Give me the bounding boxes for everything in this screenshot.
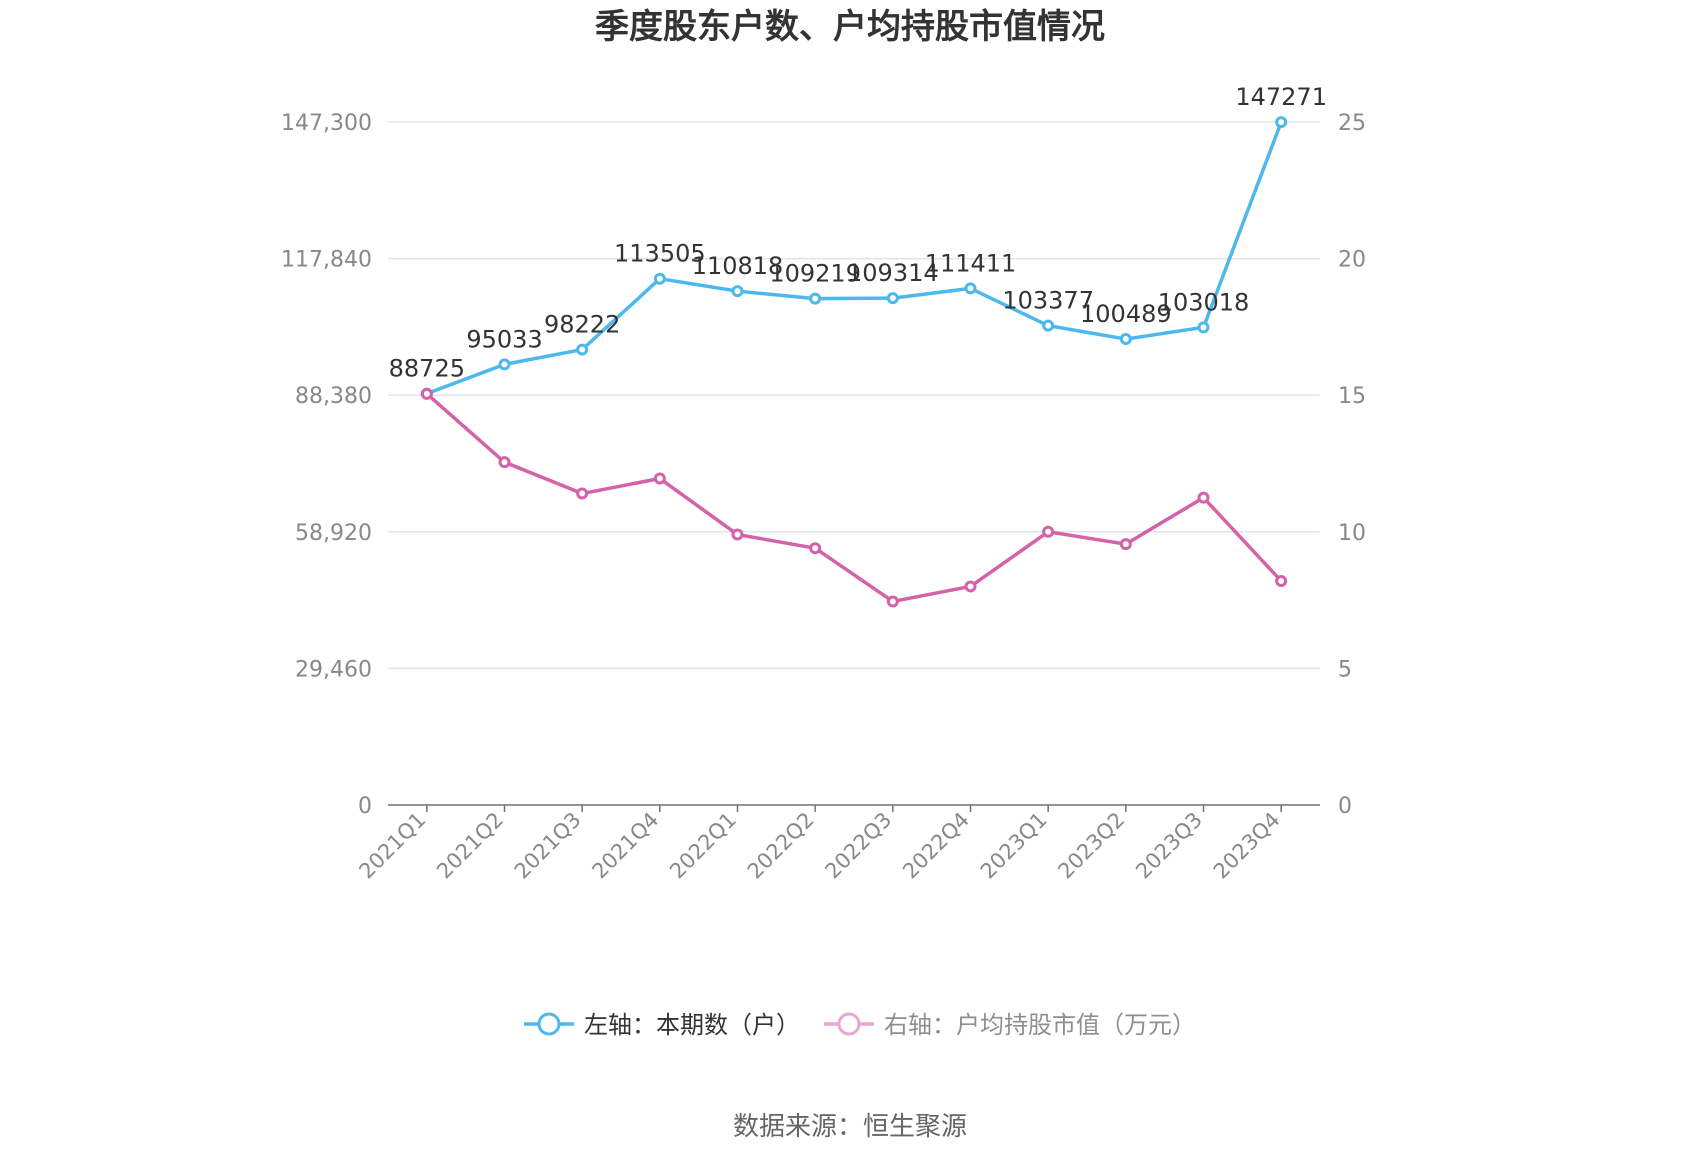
legend-label: 左轴：本期数（户） (584, 1011, 800, 1039)
legend-label: 右轴：户均持股市值（万元） (884, 1011, 1196, 1039)
series-2-point (731, 528, 744, 541)
series-1-point (1197, 321, 1210, 334)
grid (388, 121, 1320, 670)
x-tick-label: 2022Q2 (743, 808, 819, 884)
y-left-tick-label: 117,840 (281, 248, 372, 273)
series-2-point (809, 542, 822, 555)
x-tick-label: 2021Q3 (510, 808, 586, 884)
y-left-tick-label: 58,920 (295, 521, 372, 546)
chart-title: 季度股东户数、户均持股市值情况 (595, 7, 1105, 47)
data-label: 109219 (769, 260, 861, 288)
y-left-tick-label: 29,460 (295, 657, 372, 682)
series-1-point (731, 285, 744, 298)
data-labels: 8872595033982221135051108181092191093141… (389, 83, 1327, 382)
data-label: 113505 (614, 240, 706, 268)
series-1-point (653, 272, 666, 285)
series-1-point (498, 358, 511, 371)
data-label: 95033 (466, 325, 542, 353)
x-tick-label: 2021Q4 (587, 808, 663, 884)
series-line-2 (425, 392, 1283, 604)
source-note: 数据来源：恒生聚源 (733, 1112, 967, 1142)
y-axis-right: 0 5 10 15 20 25 (1338, 111, 1366, 819)
data-label: 110818 (692, 252, 784, 280)
y-right-tick-label: 0 (1338, 794, 1352, 819)
series-2-point (653, 472, 666, 485)
data-label: 98222 (544, 311, 620, 339)
series-2-point (1275, 574, 1288, 587)
x-tick-label: 2022Q1 (665, 808, 741, 884)
series-2-point (1042, 525, 1055, 538)
series-line-1 (426, 121, 1283, 396)
series-1-point (886, 292, 899, 305)
y-right-tick-label: 25 (1338, 111, 1366, 136)
y-right-tick-label: 5 (1338, 657, 1352, 682)
data-label: 103018 (1158, 288, 1250, 316)
y-left-tick-label: 0 (358, 794, 372, 819)
series-2-point (420, 387, 433, 400)
series-2-point (576, 487, 589, 500)
series-1-point (964, 282, 977, 295)
series-2-point (1119, 538, 1132, 551)
data-label: 109314 (847, 259, 939, 287)
series-2-point (964, 580, 977, 593)
series-2-point (886, 595, 899, 608)
data-label: 100489 (1080, 300, 1172, 328)
series-2-point (498, 456, 511, 469)
series-1-point (809, 292, 822, 305)
data-label: 111411 (925, 249, 1017, 277)
x-tick-label: 2023Q1 (976, 808, 1052, 884)
y-right-tick-label: 20 (1338, 248, 1366, 273)
series-1-point (1042, 319, 1055, 332)
y-axis-left: 0 29,460 58,920 88,380 117,840 147,300 (281, 111, 372, 819)
x-tick-label: 2023Q2 (1053, 808, 1129, 884)
y-left-tick-label: 147,300 (281, 111, 372, 136)
y-right-tick-label: 10 (1338, 521, 1366, 546)
y-left-tick-label: 88,380 (295, 384, 372, 409)
y-right-tick-label: 15 (1338, 384, 1366, 409)
x-axis: 2021Q1 2021Q2 2021Q3 2021Q4 2022Q1 2022Q2 2022… (354, 804, 1320, 884)
legend-circle-icon (837, 1012, 861, 1036)
x-tick-label: 2023Q3 (1131, 808, 1207, 884)
x-tick-label: 2022Q4 (898, 808, 974, 884)
series-1-point (1119, 333, 1132, 346)
x-tick-label: 2021Q2 (432, 808, 508, 884)
series-1-point (576, 343, 589, 356)
data-label: 103377 (1002, 287, 1094, 315)
series-layer (420, 116, 1288, 608)
data-label: 147271 (1235, 83, 1327, 111)
series-1-point (1275, 116, 1288, 129)
legend-item-2[interactable]: 右轴：户均持股市值（万元） (824, 1011, 1196, 1039)
data-label: 88725 (389, 355, 465, 383)
series-2-point (1197, 491, 1210, 504)
x-tick-label: 2023Q4 (1209, 808, 1285, 884)
x-tick-label: 2022Q3 (820, 808, 896, 884)
legend[interactable]: 左轴：本期数（户） 右轴：户均持股市值（万元） (524, 1011, 1196, 1039)
legend-circle-icon (537, 1012, 561, 1036)
legend-item-1[interactable]: 左轴：本期数（户） (524, 1011, 800, 1039)
